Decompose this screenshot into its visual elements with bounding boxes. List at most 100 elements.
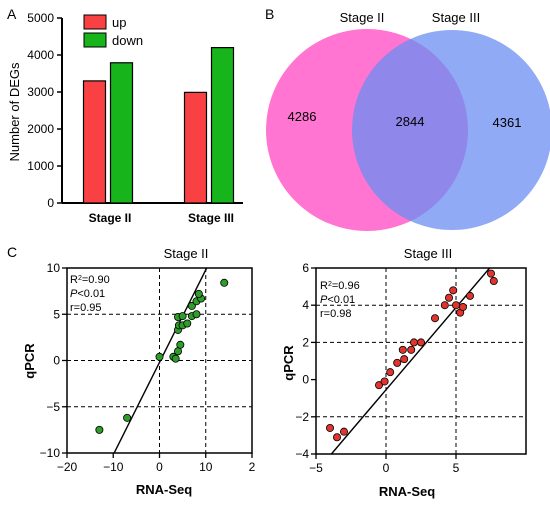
stage-iii-y-tick-label: −4 (295, 447, 309, 461)
scatter-stage-ii-title: Stage II (164, 246, 209, 261)
stage-ii-point (155, 352, 164, 361)
stage-iii-y-tick-label: −2 (295, 410, 309, 424)
scatter-stage-iii-x-label: RNA-Seq (379, 484, 435, 499)
stage-ii-point (123, 413, 132, 422)
stage-iii-y-tick-label: 0 (302, 373, 309, 387)
stage-ii-point (194, 289, 203, 298)
stage-ii-point (183, 319, 192, 328)
stage-ii-r-value: r=0.95 (70, 302, 102, 314)
stage-ii-y-tick-label: 0 (53, 354, 60, 368)
bar-up-stage-ii (82, 80, 107, 204)
legend-label-up: up (112, 15, 126, 30)
scatter-stage-iii-panel: Stage III qPCR RNA-Seq R2=0.96 P<0.01 r=… (281, 246, 527, 499)
stage-iii-point (400, 355, 409, 364)
stage-ii-x-tick-label: −10 (103, 460, 124, 474)
bar-chart-category-label: Stage III (188, 211, 234, 225)
stage-iii-frame (315, 267, 527, 455)
stage-iii-point (416, 338, 425, 347)
stage-iii-y-tick-label: 6 (302, 261, 309, 275)
bar-chart-panel: Number of DEGs 0 1000 2000 3000 4000 5000 Stag… (7, 11, 243, 225)
stage-iii-point (380, 377, 389, 386)
panel-label-b: B (265, 6, 274, 22)
stage-iii-x-tick-label: −5 (309, 461, 323, 475)
stage-ii-point (176, 340, 185, 349)
venn-set-name-stage-iii: Stage III (432, 10, 480, 25)
stage-ii-point (171, 354, 180, 363)
stage-iii-point (451, 301, 460, 310)
stage-ii-p-value: P<0.01 (70, 288, 105, 300)
stage-iii-point (449, 286, 458, 295)
stage-ii-r-squared: R2=0.90 (70, 274, 110, 286)
stage-ii-y-tick-label: −5 (46, 400, 60, 414)
venn-overlap-count: 2844 (396, 114, 425, 129)
stage-iii-point (407, 345, 416, 354)
bar-chart-legend: up down (83, 14, 143, 48)
stage-ii-y-tick-label: 5 (53, 307, 60, 321)
stage-ii-point (95, 425, 104, 434)
stage-iii-x-tick-label: 0 (383, 461, 390, 475)
panel-label-a: A (7, 6, 17, 22)
legend-swatch-up (83, 14, 107, 30)
stage-iii-point (409, 338, 418, 347)
stage-iii-point (440, 301, 449, 310)
bar-chart-axes: 0 1000 2000 3000 4000 5000 Stage II Stage III (27, 11, 243, 225)
stage-iii-point (393, 358, 402, 367)
venn-only-stage-iii-count: 4361 (493, 115, 522, 130)
bar-down-stage-iii (210, 46, 235, 204)
venn-set-name-stage-ii: Stage II (340, 10, 385, 25)
stage-iii-x-tick-label: 5 (453, 461, 460, 475)
bar-chart-category-label: Stage II (89, 211, 132, 225)
bar-chart-y-tick-label: 1000 (27, 159, 54, 173)
stage-iii-point (325, 423, 334, 432)
stage-iii-r-value: r=0.98 (320, 308, 352, 320)
legend-label-down: down (112, 33, 143, 48)
stage-ii-x-tick-label: 2 (249, 460, 256, 474)
panel-label-c: C (7, 244, 17, 260)
stage-ii-point (192, 310, 201, 319)
stage-iii-point (430, 314, 439, 323)
stage-iii-point (398, 345, 407, 354)
scatter-stage-iii-stats: R2=0.96 P<0.01 r=0.98 (320, 280, 360, 320)
legend-swatch-down (83, 32, 107, 48)
scatter-stage-ii-points (95, 268, 229, 453)
venn-only-stage-ii-count: 4286 (288, 109, 317, 124)
stage-ii-x-tick-label: −20 (57, 460, 78, 474)
stage-ii-y-tick-label: −10 (40, 446, 61, 460)
stage-ii-point (220, 278, 229, 287)
stage-iii-y-tick-label: 2 (302, 335, 309, 349)
stage-iii-point (465, 291, 474, 300)
stage-iii-point (486, 269, 495, 278)
venn-diagram-panel: Stage II Stage III 4286 2844 4361 (266, 10, 550, 231)
stage-iii-point (339, 427, 348, 436)
stage-iii-point (386, 368, 395, 377)
stage-iii-point (444, 293, 453, 302)
stage-iii-regression-line (330, 268, 491, 454)
bar-chart-y-tick-label: 5000 (27, 11, 54, 25)
venn-circle-stage-iii (352, 30, 550, 230)
stage-ii-point (178, 312, 187, 321)
bar-chart-y-axis-label: Number of DEGs (7, 62, 22, 161)
scatter-stage-ii-stats: R2=0.90 P<0.01 r=0.95 (70, 274, 110, 314)
scatter-stage-iii-y-label: qPCR (281, 345, 296, 381)
bar-up-stage-iii (183, 91, 208, 204)
stage-iii-y-tick-label: 4 (302, 298, 309, 312)
bar-chart-bars (82, 46, 235, 204)
stage-ii-x-tick-label: 0 (156, 460, 163, 474)
scatter-stage-iii-points (325, 268, 498, 454)
bar-chart-y-tick-label: 0 (47, 196, 54, 210)
stage-iii-p-value: P<0.01 (320, 294, 355, 306)
stage-iii-r-squared: R2=0.96 (320, 280, 360, 292)
scatter-stage-iii-title: Stage III (404, 246, 452, 261)
bar-chart-y-tick-label: 3000 (27, 85, 54, 99)
stage-ii-x-tick-label: 10 (199, 460, 213, 474)
stage-iii-point (458, 303, 467, 312)
scatter-stage-ii-y-label: qPCR (22, 343, 37, 379)
stage-iii-point (374, 381, 383, 390)
bar-chart-y-tick-label: 2000 (27, 122, 54, 136)
scatter-stage-iii-axes: −4 −2 0 2 4 6 −5 0 5 (295, 261, 527, 475)
stage-iii-point (489, 277, 498, 286)
stage-iii-point (332, 433, 341, 442)
bar-chart-y-tick-label: 4000 (27, 48, 54, 62)
